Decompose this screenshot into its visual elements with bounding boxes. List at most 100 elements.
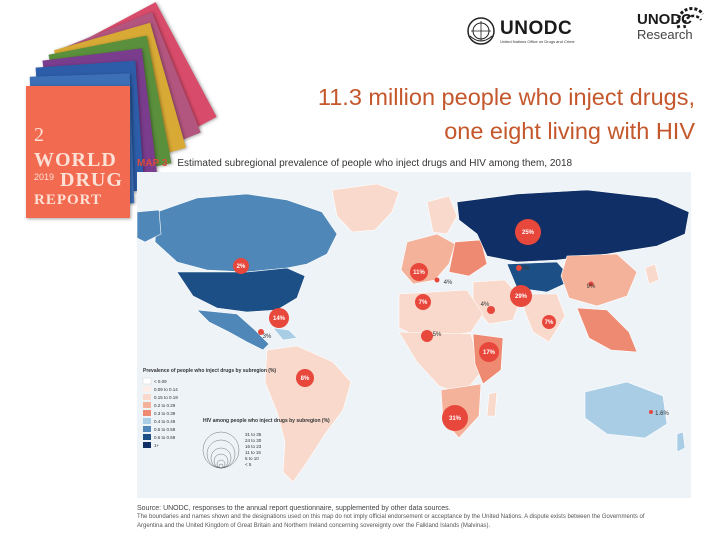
disclaimer-line-1: The boundaries and names shown and the d… bbox=[137, 514, 645, 520]
world-map-svg: 25% 2% 11% 4% 7% 4% 29% 9% 7% 14% 3% 5% … bbox=[137, 183, 690, 483]
research-arc-icon bbox=[676, 7, 705, 29]
legend-label-1: < 0.09 bbox=[154, 379, 167, 384]
cover-year: 2019 bbox=[34, 172, 55, 182]
bubble-label: 5% bbox=[433, 332, 442, 338]
bubble-label: 4% bbox=[444, 280, 453, 286]
region-western-europe bbox=[400, 233, 456, 285]
region-australia bbox=[584, 381, 668, 439]
legend-prevalence-title: Prevalence of people who inject drugs by… bbox=[143, 368, 276, 374]
slide-title-line-2: one eight living with HIV bbox=[444, 118, 695, 144]
unodc-research-logo: UNODC Research bbox=[637, 7, 705, 42]
bubble-label: 14% bbox=[273, 316, 286, 322]
bubble-russia: 25% bbox=[515, 219, 541, 245]
disclaimer-line-2: Argentina and the United Kingdom of Grea… bbox=[137, 523, 491, 529]
bubble-label: 17% bbox=[483, 350, 496, 356]
legend-swatch-2 bbox=[143, 386, 151, 392]
source-text: Source: UNODC, responses to the annual r… bbox=[137, 505, 451, 512]
legend-label-7: 0.5 to 0.59 bbox=[154, 427, 176, 432]
bubble-label: 1.6% bbox=[655, 411, 669, 417]
bubble-oceania: 1.6% bbox=[649, 410, 669, 417]
research-logo-subtitle: Research bbox=[637, 27, 693, 42]
bubble-caribbean: 3% bbox=[258, 329, 272, 340]
bubble-label: 4% bbox=[481, 302, 490, 308]
region-canada bbox=[154, 193, 338, 273]
legend-hiv-label-2: 24 to 30 bbox=[245, 438, 262, 443]
bubble-label: 11% bbox=[413, 270, 425, 276]
world-map: 25% 2% 11% 4% 7% 4% 29% 9% 7% 14% 3% 5% … bbox=[137, 172, 691, 498]
legend-swatch-5 bbox=[143, 410, 151, 416]
legend-hiv-label-6: < 5 bbox=[245, 462, 252, 467]
region-eastern-europe bbox=[448, 239, 488, 277]
bubble-east-africa: 17% bbox=[479, 342, 499, 362]
legend-swatch-4 bbox=[143, 402, 151, 408]
map-number-label: MAP 3 bbox=[137, 158, 168, 169]
cover-line-drug: DRUG bbox=[60, 169, 123, 191]
legend-hiv-label-4: 11 to 15 bbox=[245, 450, 261, 455]
cover-number: 2 bbox=[34, 124, 44, 146]
region-southeast-asia bbox=[576, 307, 638, 353]
bubble-central-america: 14% bbox=[269, 308, 289, 328]
map-legend: Prevalence of people who inject drugs by… bbox=[142, 368, 330, 469]
legend-label-4: 0.2 to 0.29 bbox=[154, 403, 176, 408]
bubble-label: 2% bbox=[521, 266, 530, 272]
bubble-label: 7% bbox=[419, 300, 428, 306]
region-south-america bbox=[264, 345, 352, 483]
bubble-north-africa: 7% bbox=[415, 294, 431, 310]
cover-line-report: REPORT bbox=[34, 192, 102, 208]
unodc-logo-text: UNODC bbox=[500, 17, 573, 39]
legend-circle-1 bbox=[202, 431, 240, 469]
bubble-central-europe: 4% bbox=[434, 277, 453, 286]
cover-line-world: WORLD bbox=[34, 149, 117, 171]
region-usa bbox=[176, 267, 306, 313]
bubble-label: 2% bbox=[237, 264, 246, 270]
legend-circle-6 bbox=[218, 463, 224, 469]
legend-hiv-title: HIV among people who inject drugs by sub… bbox=[203, 418, 330, 424]
slide-title: 11.3 million people who inject drugs, on… bbox=[150, 80, 695, 148]
legend-label-9: 1+ bbox=[154, 443, 160, 448]
legend-circle-4 bbox=[213, 453, 229, 469]
legend-swatch-7 bbox=[143, 426, 151, 432]
legend-circle-3 bbox=[210, 447, 232, 469]
bubble-east-asia: 9% bbox=[587, 281, 596, 290]
bubble-label: 8% bbox=[301, 376, 310, 382]
unodc-logo-subtitle: United Nations Office on Drugs and Crime bbox=[500, 38, 575, 44]
legend-label-6: 0.4 to 0.49 bbox=[154, 419, 176, 424]
legend-label-5: 0.3 to 0.39 bbox=[154, 411, 176, 416]
bubble-southeast-asia: 7% bbox=[542, 315, 556, 329]
legend-swatch-3 bbox=[143, 394, 151, 400]
legend-hiv-label-5: 5 to 10 bbox=[245, 456, 259, 461]
region-caribbean bbox=[272, 327, 298, 341]
bubble-south-asia: 29% bbox=[510, 285, 532, 307]
region-scandinavia bbox=[426, 195, 458, 235]
map-caption-text: Estimated subregional prevalence of peop… bbox=[177, 158, 573, 169]
bubble-middle-east: 4% bbox=[481, 302, 495, 314]
legend-label-3: 0.15 to 0.19 bbox=[154, 395, 178, 400]
report-cover-front: 2 WORLD 2019 DRUG REPORT bbox=[26, 86, 130, 218]
region-east-asia bbox=[560, 253, 638, 307]
region-new-zealand bbox=[676, 431, 686, 453]
region-south-asia bbox=[520, 293, 566, 343]
bubble-label: 7% bbox=[545, 320, 554, 326]
bubble-label: 31% bbox=[449, 416, 462, 422]
un-emblem-icon bbox=[467, 17, 495, 45]
source-note: Source: UNODC, responses to the annual r… bbox=[137, 504, 707, 531]
bubble-label: 3% bbox=[263, 334, 272, 340]
legend-hiv-label-3: 16 to 23 bbox=[245, 444, 262, 449]
region-japan bbox=[644, 263, 660, 285]
legend-swatch-9 bbox=[143, 442, 151, 448]
region-alaska bbox=[137, 209, 162, 243]
bubble-southern-africa: 31% bbox=[442, 405, 468, 431]
legend-label-2: 0.09 to 0.14 bbox=[154, 387, 178, 392]
legend-hiv-label-1: 31 to 35 bbox=[245, 432, 262, 437]
region-russia bbox=[456, 189, 690, 263]
legend-swatch-8 bbox=[143, 434, 151, 440]
bubble-label: 25% bbox=[522, 230, 535, 236]
region-madagascar bbox=[486, 391, 498, 417]
bubble-label: 29% bbox=[515, 294, 528, 300]
bubble-west-africa: 5% bbox=[421, 330, 442, 342]
region-central-asia bbox=[506, 261, 574, 293]
bubble-label: 9% bbox=[587, 284, 596, 290]
slide-title-line-1: 11.3 million people who inject drugs, bbox=[317, 84, 695, 110]
legend-swatch-6 bbox=[143, 418, 151, 424]
bubble-south-america: 8% bbox=[296, 369, 314, 387]
